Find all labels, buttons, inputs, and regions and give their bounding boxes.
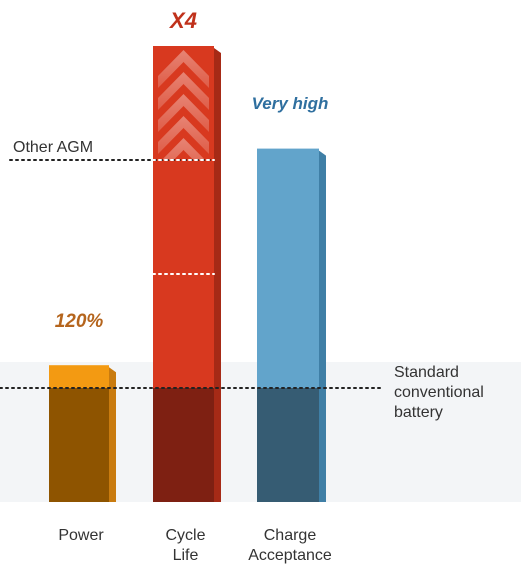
- standard-label-line: conventional: [394, 384, 484, 401]
- bar-side-charge: [319, 150, 326, 502]
- bar-side-cycle: [214, 48, 221, 502]
- other-agm-label: Other AGM: [13, 139, 93, 156]
- x-tick-label: Acceptance: [248, 547, 332, 564]
- bar-base-charge: [257, 388, 319, 502]
- bar-base-power: [49, 388, 109, 502]
- chevron-mark: [158, 94, 209, 132]
- x-tick-label: Charge: [264, 527, 317, 544]
- x-tick-label: Life: [173, 547, 199, 564]
- standard-label-line: battery: [394, 404, 443, 421]
- value-label: X4: [168, 8, 197, 33]
- bar-power: [49, 365, 109, 388]
- x-tick-label: Power: [58, 527, 104, 544]
- x-tick-label: Cycle: [165, 527, 205, 544]
- chevron-mark: [158, 72, 209, 110]
- bar-side-power: [109, 367, 116, 502]
- bar-charge: [257, 148, 319, 388]
- chevron-mark: [158, 116, 209, 154]
- value-label: Very high: [252, 94, 329, 113]
- value-label: 120%: [55, 311, 104, 332]
- bar-base-cycle: [153, 388, 214, 502]
- chevron-mark: [158, 50, 209, 88]
- chevron-mark: [161, 138, 206, 160]
- standard-label-line: Standard: [394, 364, 459, 381]
